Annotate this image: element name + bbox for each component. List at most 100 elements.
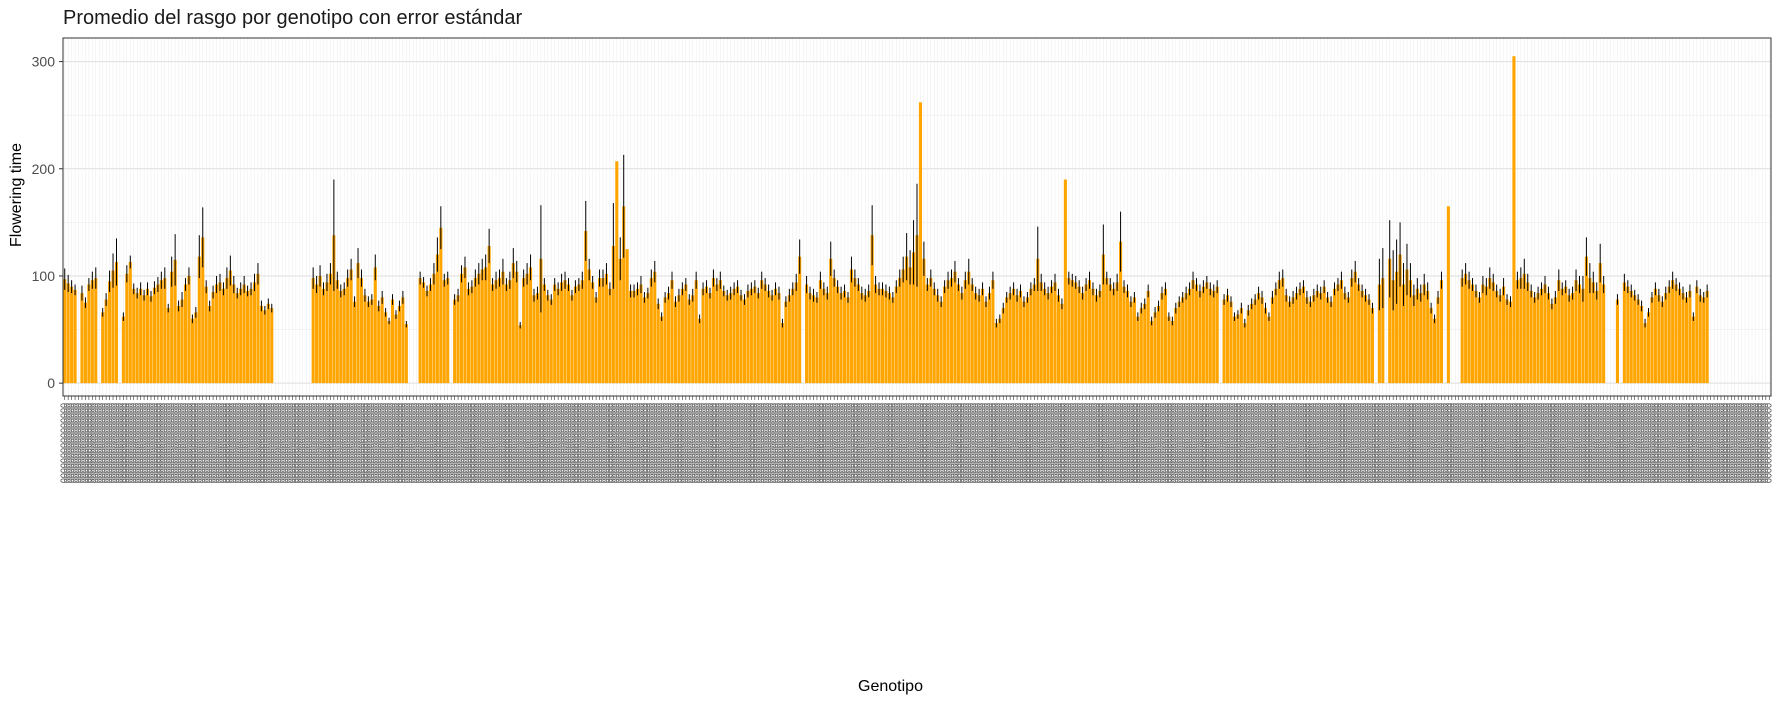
bar [1498,295,1502,384]
bar [615,161,619,384]
x-tick-label: 0000000000000000 [280,403,290,483]
x-tick-label: 0000000000000000 [245,403,255,483]
x-tick-label: 0000000000000000 [1163,403,1173,483]
bar [798,256,802,384]
x-tick-label: 0000000000000000 [290,403,300,483]
x-tick-label: 0000000000000000 [66,403,76,483]
bar [704,286,709,384]
x-tick-label: 0000000000000000 [615,403,625,483]
bar [808,293,812,384]
x-tick-label: 0000000000000000 [1553,403,1563,483]
bar [377,305,381,384]
bar [384,312,388,384]
bar [1646,312,1651,384]
bar [1391,280,1395,384]
bar [1322,286,1326,384]
bar [1405,269,1409,384]
bar [849,269,853,384]
x-tick-label: 0000000000000000 [1112,403,1122,483]
bar [1346,297,1350,384]
x-tick-label: 0000000000000000 [1505,403,1515,483]
bar [1577,284,1582,384]
bar [70,286,74,384]
bar [1671,280,1675,384]
bar [145,288,150,384]
bar [125,273,129,384]
x-tick-label: 0000000000000000 [911,403,921,483]
x-tick-label: 0000000000000000 [1336,403,1346,483]
x-tick-label: 0000000000000000 [387,403,397,483]
bar [1194,284,1199,384]
x-tick-label: 0000000000000000 [283,403,293,483]
bar [853,278,857,384]
y-axis: 0 100 200 300 [32,54,63,391]
x-tick-label: 0000000000000000 [1436,403,1446,483]
x-tick-label: 0000000000000000 [991,403,1001,483]
x-tick-label: 0000000000000000 [1312,403,1322,483]
bar [715,284,719,384]
bar [1329,301,1333,384]
bar [1636,299,1640,384]
x-tick-label: 0000000000000000 [608,403,618,483]
bar [1063,179,1067,384]
bar [428,284,433,384]
x-tick-label: 0000000000000000 [1736,403,1746,483]
x-tick-label: 0000000000000000 [170,403,180,483]
bar [518,325,522,384]
bar [818,280,822,384]
bar [487,245,491,384]
x-tick-label: 0000000000000000 [577,403,587,483]
x-tick-label: 0000000000000000 [628,403,638,483]
x-tick-label: 0000000000000000 [1356,403,1366,483]
x-tick-label: 0000000000000000 [1360,403,1370,483]
x-tick-label: 0000000000000000 [1136,403,1146,483]
x-tick-label: 0000000000000000 [97,403,107,483]
bar [1439,280,1444,384]
x-tick-label: 0000000000000000 [611,403,621,483]
x-tick-label: 0000000000000000 [570,403,580,483]
x-tick-label: 0000000000000000 [1053,403,1063,483]
x-tick-label: 0000000000000000 [332,403,342,483]
bar [1236,314,1240,384]
bar [1364,295,1368,384]
bar [459,273,464,384]
bar [1125,290,1130,384]
x-tick-label: 0000000000000000 [1343,403,1353,483]
x-tick-label: 0000000000000000 [842,403,852,483]
bar [353,301,357,384]
x-tick-label: 0000000000000000 [753,403,763,483]
x-tick-label: 0000000000000000 [673,403,683,483]
x-tick-label: 0000000000000000 [898,403,908,483]
x-tick-label: 0000000000000000 [1218,403,1228,483]
bar [1546,293,1550,384]
bar [984,301,988,384]
x-tick-label: 0000000000000000 [377,403,387,483]
x-tick-label: 0000000000000000 [839,403,849,483]
x-tick-label: 0000000000000000 [1094,403,1104,483]
x-tick-label: 0000000000000000 [1536,403,1546,483]
bar [1263,308,1268,384]
x-tick-label: 0000000000000000 [715,403,725,483]
x-tick-label: 0000000000000000 [697,403,707,483]
x-tick-label: 0000000000000000 [1191,403,1201,483]
bar [963,280,967,384]
bar [1684,297,1689,384]
bar [594,297,598,384]
bar [1526,282,1530,384]
x-tick-label: 0000000000000000 [1177,403,1187,483]
x-tick-label: 0000000000000000 [525,403,535,483]
bar [1177,301,1181,384]
bar [756,293,760,384]
bar [1436,297,1440,384]
bar [249,288,253,384]
x-tick-label: 0000000000000000 [370,403,380,483]
x-tick-label: 0000000000000000 [1384,403,1394,483]
x-tick-label: 0000000000000000 [1108,403,1118,483]
bar [132,288,136,384]
x-tick-label: 0000000000000000 [1405,403,1415,483]
x-tick-label: 0000000000000000 [746,403,756,483]
x-tick-label: 0000000000000000 [1643,403,1653,483]
bar [601,278,605,384]
x-tick-label: 0000000000000000 [463,403,473,483]
bar [466,288,470,384]
